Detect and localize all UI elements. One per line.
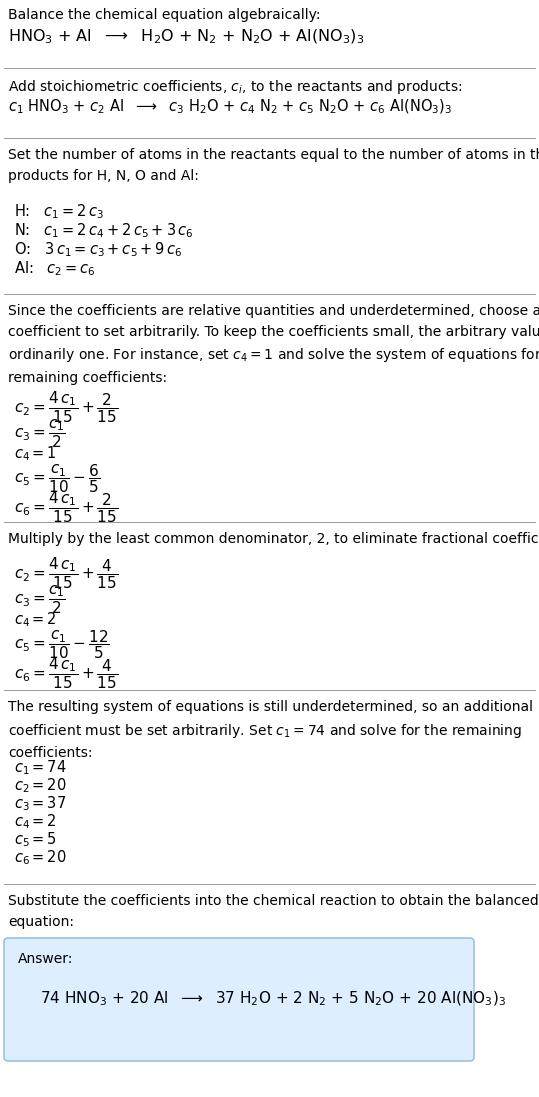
Text: $c_5 = 5$: $c_5 = 5$ xyxy=(14,830,57,849)
Text: $c_6 = \dfrac{4\,c_1}{15} + \dfrac{4}{15}$: $c_6 = \dfrac{4\,c_1}{15} + \dfrac{4}{15… xyxy=(14,656,118,691)
Text: HNO$_3$ + Al  $\longrightarrow$  H$_2$O + N$_2$ + N$_2$O + Al(NO$_3$)$_3$: HNO$_3$ + Al $\longrightarrow$ H$_2$O + … xyxy=(8,29,364,46)
Text: $c_4 = 2$: $c_4 = 2$ xyxy=(14,812,57,830)
Text: N:   $c_1 = 2\,c_4 + 2\,c_5 + 3\,c_6$: N: $c_1 = 2\,c_4 + 2\,c_5 + 3\,c_6$ xyxy=(14,220,194,240)
Text: $c_2 = 20$: $c_2 = 20$ xyxy=(14,776,67,794)
Text: Multiply by the least common denominator, 2, to eliminate fractional coefficient: Multiply by the least common denominator… xyxy=(8,532,539,546)
Text: The resulting system of equations is still underdetermined, so an additional
coe: The resulting system of equations is sti… xyxy=(8,700,533,760)
Text: Answer:: Answer: xyxy=(18,952,73,966)
Text: $c_5 = \dfrac{c_1}{10} - \dfrac{6}{5}$: $c_5 = \dfrac{c_1}{10} - \dfrac{6}{5}$ xyxy=(14,462,100,495)
Text: O:   $3\,c_1 = c_3 + c_5 + 9\,c_6$: O: $3\,c_1 = c_3 + c_5 + 9\,c_6$ xyxy=(14,240,183,259)
Text: Add stoichiometric coefficients, $c_i$, to the reactants and products:: Add stoichiometric coefficients, $c_i$, … xyxy=(8,78,462,97)
Text: $c_3 = \dfrac{c_1}{2}$: $c_3 = \dfrac{c_1}{2}$ xyxy=(14,584,66,617)
Text: $c_1 = 74$: $c_1 = 74$ xyxy=(14,758,67,777)
Text: $c_6 = \dfrac{4\,c_1}{15} + \dfrac{2}{15}$: $c_6 = \dfrac{4\,c_1}{15} + \dfrac{2}{15… xyxy=(14,490,118,525)
Text: $c_5 = \dfrac{c_1}{10} - \dfrac{12}{5}$: $c_5 = \dfrac{c_1}{10} - \dfrac{12}{5}$ xyxy=(14,627,110,660)
Text: $c_3 = 37$: $c_3 = 37$ xyxy=(14,794,66,813)
Text: Substitute the coefficients into the chemical reaction to obtain the balanced
eq: Substitute the coefficients into the che… xyxy=(8,894,539,928)
Text: Since the coefficients are relative quantities and underdetermined, choose a
coe: Since the coefficients are relative quan… xyxy=(8,304,539,385)
Text: Al:   $c_2 = c_6$: Al: $c_2 = c_6$ xyxy=(14,259,96,278)
FancyBboxPatch shape xyxy=(4,938,474,1061)
Text: H:   $c_1 = 2\,c_3$: H: $c_1 = 2\,c_3$ xyxy=(14,202,104,220)
Text: $c_3 = \dfrac{c_1}{2}$: $c_3 = \dfrac{c_1}{2}$ xyxy=(14,418,66,451)
Text: $c_2 = \dfrac{4\,c_1}{15} + \dfrac{2}{15}$: $c_2 = \dfrac{4\,c_1}{15} + \dfrac{2}{15… xyxy=(14,391,118,426)
Text: Set the number of atoms in the reactants equal to the number of atoms in the
pro: Set the number of atoms in the reactants… xyxy=(8,148,539,182)
Text: $c_4 = 1$: $c_4 = 1$ xyxy=(14,444,57,463)
Text: 74 HNO$_3$ + 20 Al  $\longrightarrow$  37 H$_2$O + 2 N$_2$ + 5 N$_2$O + 20 Al(NO: 74 HNO$_3$ + 20 Al $\longrightarrow$ 37 … xyxy=(40,989,506,1008)
Text: $c_1$ HNO$_3$ + $c_2$ Al  $\longrightarrow$  $c_3$ H$_2$O + $c_4$ N$_2$ + $c_5$ : $c_1$ HNO$_3$ + $c_2$ Al $\longrightarro… xyxy=(8,98,452,116)
Text: $c_6 = 20$: $c_6 = 20$ xyxy=(14,848,67,867)
Text: $c_2 = \dfrac{4\,c_1}{15} + \dfrac{4}{15}$: $c_2 = \dfrac{4\,c_1}{15} + \dfrac{4}{15… xyxy=(14,556,118,591)
Text: Balance the chemical equation algebraically:: Balance the chemical equation algebraica… xyxy=(8,8,321,22)
Text: $c_4 = 2$: $c_4 = 2$ xyxy=(14,610,57,629)
